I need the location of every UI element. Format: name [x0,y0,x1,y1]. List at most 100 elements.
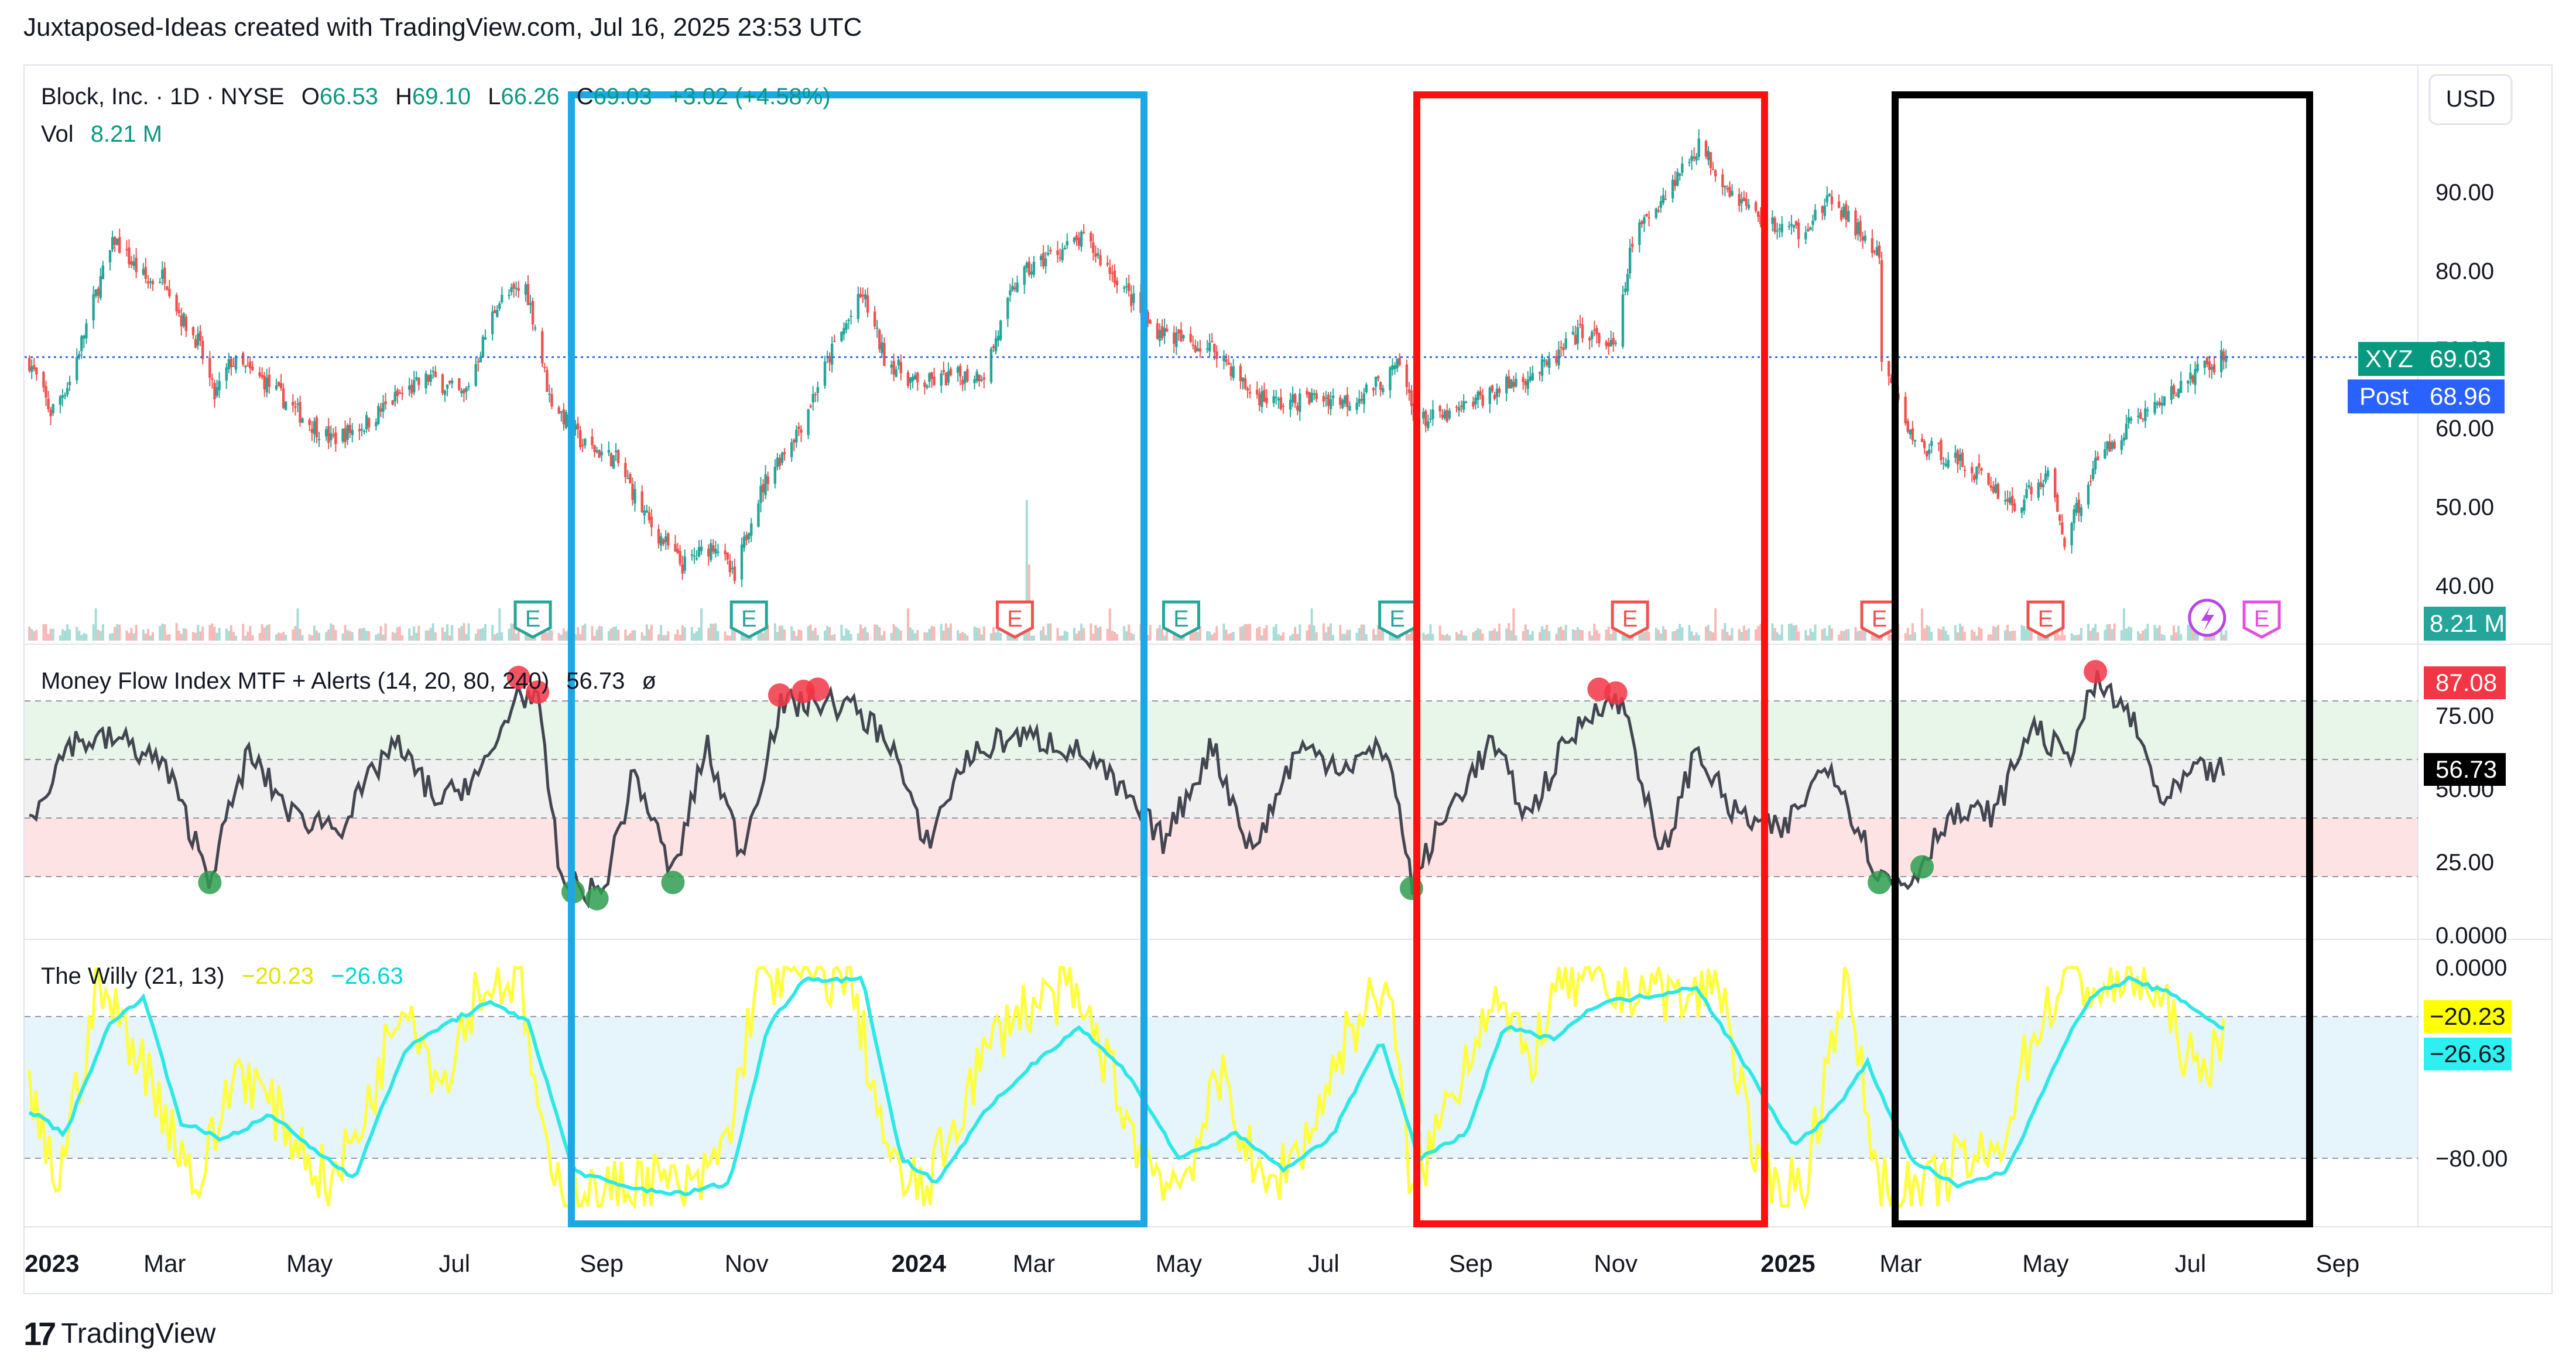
candle-body [1861,236,1864,241]
candle-body [710,543,712,560]
candle-body [2011,495,2014,505]
candle-body [892,361,895,375]
candle-body [973,379,976,384]
candle-body [1232,366,1235,378]
candle-body [1443,410,1446,419]
volume-bar [1591,635,1594,641]
volume-bar [1460,630,1463,641]
candle-body [1638,222,1641,245]
candle-body [762,484,765,493]
time-tick-label: Jul [2175,1250,2207,1277]
volume-bar [1793,625,1796,641]
volume-bar [831,635,834,641]
tradingview-logo[interactable]: 17 TradingView [23,1315,215,1353]
volume-bar [797,629,800,641]
volume-bar [244,635,247,641]
mfi-high-badge: 87.08 [2435,669,2497,696]
volume-bar [1609,634,1612,641]
volume-bar [1695,632,1698,641]
volume-bar [1913,632,1916,641]
candle-body [574,425,577,430]
volume-bar [1375,634,1378,641]
currency-button[interactable]: USD [2446,86,2495,112]
volume-bar [759,625,762,641]
candle-body [616,450,620,463]
mfi-overbought-band [25,701,2418,759]
volume-bar [146,628,149,641]
candle-body [531,301,535,325]
candle-body [1474,398,1477,405]
volume-bar [824,630,827,641]
volume-bar [249,625,252,641]
candle-body [847,320,850,321]
volume-bar [989,633,992,641]
candle-body [524,284,527,295]
volume-bar [132,633,135,641]
candle-body [1961,452,1964,467]
candle-body [1374,377,1378,387]
candle-body [748,533,751,539]
volume-bar [1372,629,1375,641]
earnings-marker-letter: E [2254,606,2270,632]
volume-bar [2070,633,2073,641]
legend-c-label: C [577,84,594,110]
volume-bar [2144,629,2147,641]
candle-body [427,375,430,382]
highlight-box-black[interactable] [1892,91,2313,1227]
volume-bar [2163,635,2166,641]
candle-body [159,282,162,283]
candle-body [795,429,798,443]
time-tick-label: May [1156,1250,1202,1277]
volume-bar [365,631,368,641]
volume-bar [2137,631,2140,641]
currency-button-frame[interactable] [2428,74,2513,125]
candle-body [1560,347,1563,348]
volume-bar [1574,630,1577,641]
candle-body [1545,361,1549,366]
volume-bar [648,629,650,641]
volume-bar [400,635,403,641]
candle-body [1854,210,1857,235]
volume-bar [2073,635,2075,641]
volume-bar [574,634,577,641]
volume-bar [645,624,648,641]
candle-body [2089,481,2092,483]
volume-bar [1191,628,1194,641]
volume-bar [313,625,316,641]
candle-body [1828,194,1831,197]
candle-body [1175,332,1178,347]
volume-bar [1776,632,1779,641]
time-tick-label: Jul [1308,1250,1340,1277]
candle-body [115,238,119,245]
volume-bar [382,634,385,641]
candle-body [830,343,834,365]
legend-symbol: Block, Inc. · 1D · NYSE [41,84,285,110]
volume-bar [1631,635,1634,641]
volume-bar [1115,634,1118,641]
volume-bar [1978,627,1981,641]
mfi-tick-label: 75.00 [2435,703,2494,729]
volume-bar [1724,623,1727,641]
candle-body [1379,382,1382,390]
candle-body [707,549,710,557]
volume-bar [1225,629,1228,641]
volume-bar [2158,625,2161,641]
highlight-box-blue[interactable] [568,91,1147,1227]
volume-bar [2225,630,2228,641]
volume-bar [783,629,786,641]
candle-body [742,536,746,548]
time-tick-label: Mar [1879,1250,1921,1277]
candle-body [1754,202,1758,211]
volume-bar [612,627,615,641]
volume-bar [351,632,354,641]
volume-bar [479,629,482,641]
volume-bar [640,632,643,641]
volume-bar [1272,627,1275,641]
candle-body [191,327,195,336]
candle-body [458,378,461,390]
volume-bar [315,630,318,641]
volume-bar [949,623,952,641]
candle-body [823,361,827,386]
highlight-box-red[interactable] [1413,91,1768,1227]
